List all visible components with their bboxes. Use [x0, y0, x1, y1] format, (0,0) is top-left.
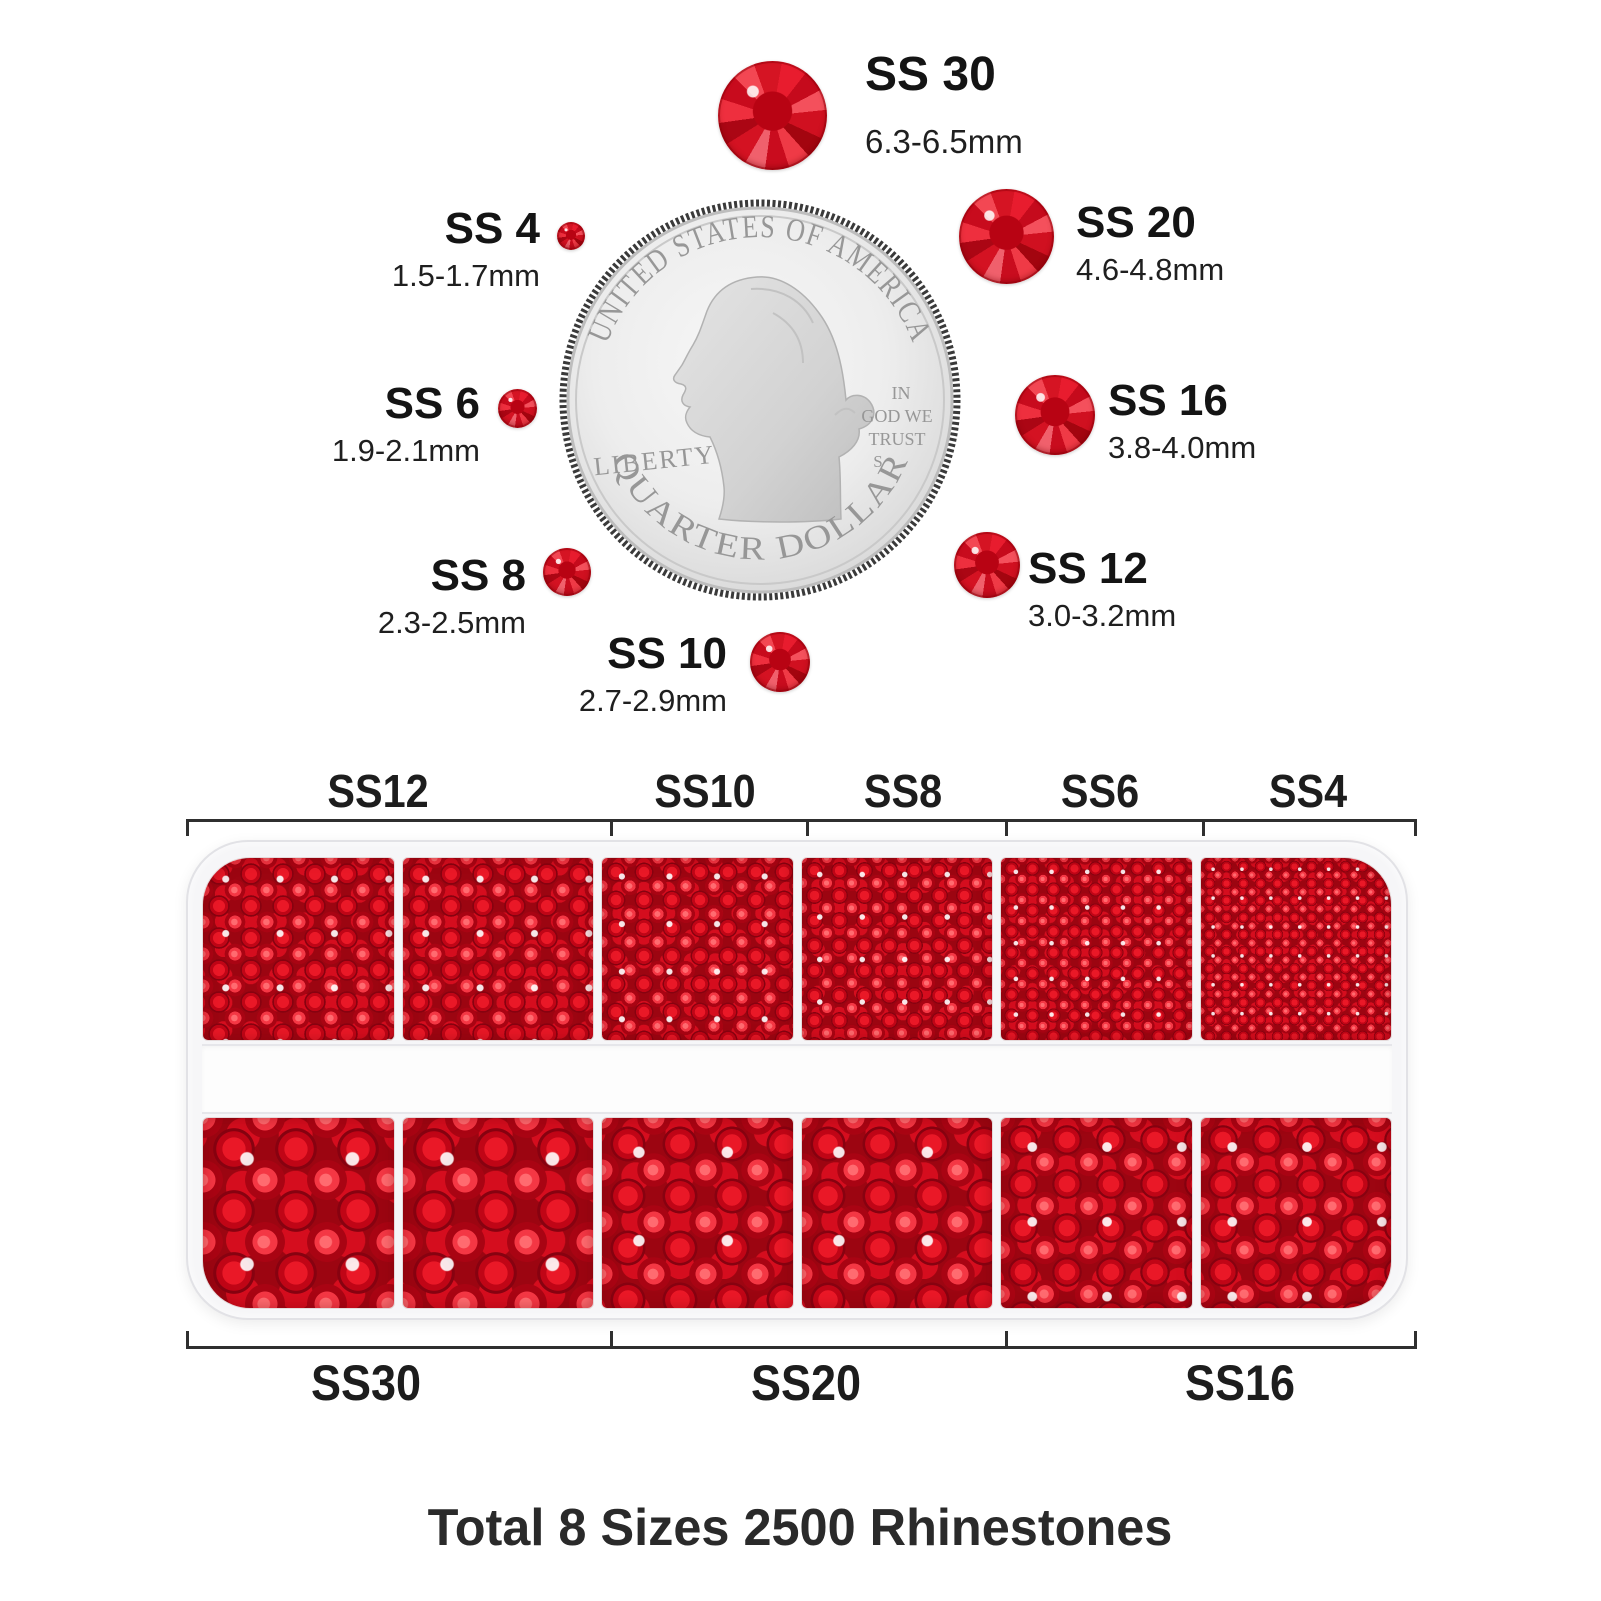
- case-top-row: [202, 857, 1392, 1041]
- compartment-ss16-a: [1000, 1117, 1193, 1309]
- coin-motto-line-3: TRUST: [868, 429, 925, 449]
- size-range: 2.7-2.9mm: [578, 683, 727, 719]
- size-callout-ss30: SS 30 6.3-6.5mm: [865, 48, 1145, 161]
- case-label-ss20: SS20: [750, 1355, 862, 1411]
- compartment-ss16-b: [1199, 1117, 1392, 1309]
- case-label-ss12: SS12: [327, 765, 429, 817]
- compartment-ss20-b: [800, 1117, 993, 1309]
- coin-motto-line-2: GOD WE: [861, 406, 932, 426]
- rhinestone-gem-ss30: [718, 61, 827, 170]
- bracket-tick: [610, 1331, 613, 1346]
- bracket-tick: [186, 1331, 189, 1346]
- size-range: 2.3-2.5mm: [377, 605, 526, 641]
- rhinestone-gem-ss6: [498, 389, 537, 428]
- compartment-ss30-b: [401, 1117, 594, 1309]
- compartment-ss20-a: [601, 1117, 794, 1309]
- compartment-ss4: [1199, 857, 1392, 1041]
- size-range: 1.5-1.7mm: [391, 258, 540, 294]
- case-bottom-row: [202, 1117, 1392, 1309]
- bracket-tick: [1414, 1331, 1417, 1346]
- bracket-tick: [1202, 822, 1205, 836]
- size-label: SS 4: [444, 204, 540, 253]
- hair-detail: [750, 287, 856, 416]
- rhinestone-gem-ss8: [543, 548, 591, 596]
- rhinestone-gem-ss4: [557, 222, 585, 250]
- compartment-ss30-a: [202, 1117, 395, 1309]
- washington-bust: [672, 276, 875, 523]
- case-label-ss10: SS10: [654, 765, 756, 817]
- coin-inner-rim: [575, 215, 945, 585]
- size-label: SS 16: [1108, 376, 1228, 425]
- case-label-ss16: SS16: [1184, 1355, 1296, 1411]
- storage-case: [186, 840, 1408, 1320]
- coin-mint-mark: S: [873, 452, 882, 471]
- case-label-ss30: SS30: [310, 1355, 422, 1411]
- coin-motto-line-1: IN: [892, 383, 911, 403]
- compartment-ss10: [601, 857, 794, 1041]
- size-callout-ss6: SS 6 1.9-2.1mm: [265, 379, 480, 469]
- size-label: SS 10: [607, 629, 727, 678]
- size-label: SS 8: [430, 551, 526, 600]
- coin-reeded-edge: [559, 199, 961, 601]
- size-range: 1.9-2.1mm: [331, 433, 480, 469]
- top-bracket: [186, 819, 1417, 838]
- compartment-ss8: [800, 857, 993, 1041]
- size-range: 6.3-6.5mm: [865, 123, 1023, 161]
- bracket-tick: [186, 822, 189, 836]
- compartment-ss12-b: [401, 857, 594, 1041]
- quarter-coin-image: UNITED STATES OF AMERICA QUARTER DOLLAR …: [559, 199, 961, 601]
- size-range: 3.8-4.0mm: [1108, 430, 1257, 466]
- bracket-tick: [1414, 822, 1417, 836]
- case-label-ss8: SS8: [863, 765, 943, 817]
- total-text: Total 8 Sizes 2500 Rhinestones: [427, 1499, 1173, 1557]
- compartment-ss6: [1000, 857, 1193, 1041]
- bottom-bracket: [186, 1330, 1417, 1349]
- size-callout-ss4: SS 4 1.5-1.7mm: [325, 204, 540, 294]
- size-callout-ss10: SS 10 2.7-2.9mm: [512, 629, 727, 719]
- compartment-ss12-a: [202, 857, 395, 1041]
- rhinestone-gem-ss12: [954, 532, 1020, 598]
- rhinestone-gem-ss20: [959, 189, 1054, 284]
- rhinestone-gem-ss10: [750, 632, 810, 692]
- bracket-tick: [806, 822, 809, 836]
- size-range: 4.6-4.8mm: [1076, 252, 1225, 288]
- bracket-tick: [1005, 822, 1008, 836]
- size-callout-ss8: SS 8 2.3-2.5mm: [311, 551, 526, 641]
- size-callout-ss20: SS 20 4.6-4.8mm: [1076, 198, 1336, 288]
- size-label: SS 6: [384, 379, 480, 428]
- size-callout-ss16: SS 16 3.8-4.0mm: [1108, 376, 1368, 466]
- size-range: 3.0-3.2mm: [1028, 598, 1177, 634]
- size-label: SS 20: [1076, 198, 1196, 247]
- case-label-ss4: SS4: [1268, 765, 1348, 817]
- rhinestone-gem-ss16: [1015, 375, 1095, 455]
- size-callout-ss12: SS 12 3.0-3.2mm: [1028, 544, 1288, 634]
- quarter-coin: UNITED STATES OF AMERICA QUARTER DOLLAR …: [545, 185, 975, 615]
- case-middle-strip: [202, 1044, 1392, 1114]
- case-label-ss6: SS6: [1060, 765, 1140, 817]
- bracket-tick: [610, 822, 613, 836]
- size-label: SS 30: [865, 48, 996, 101]
- bracket-tick: [1005, 1331, 1008, 1346]
- size-label: SS 12: [1028, 544, 1148, 593]
